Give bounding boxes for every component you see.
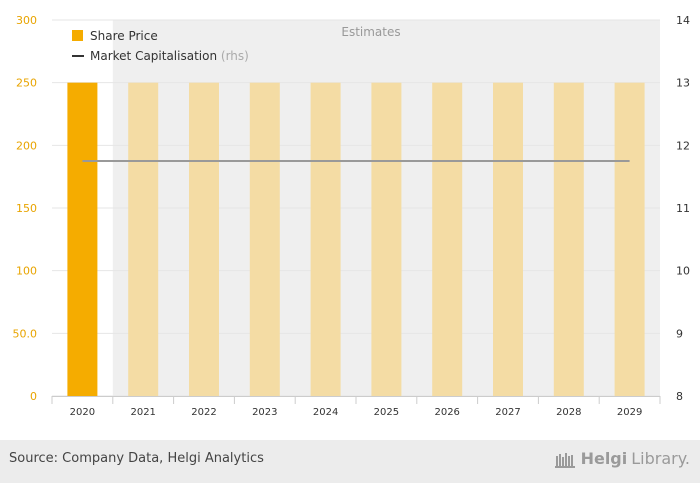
right-tick-label: 12 [676,139,690,152]
x-tick-label: 2024 [313,407,338,418]
bar-share-price[interactable] [432,82,463,397]
legend-rhs-note: (rhs) [221,49,249,63]
x-tick-label: 2026 [434,407,459,418]
left-tick-label: 250 [16,77,37,90]
legend-label-share-price[interactable]: Share Price [90,29,158,43]
bar-share-price[interactable] [371,82,402,397]
left-tick-label: 0 [30,390,37,403]
left-tick-label: 300 [16,14,37,27]
x-tick-label: 2020 [70,407,95,418]
bar-share-price[interactable] [67,82,98,397]
brand-logo[interactable]: Helgi Library. [554,449,690,468]
brand-sub: Library. [631,449,690,468]
right-tick-label: 8 [676,390,683,403]
source-note: Source: Company Data, Helgi Analytics [9,451,264,466]
x-tick-label: 2022 [191,407,216,418]
legend-swatch-share-price [72,30,83,41]
x-tick-label: 2021 [130,407,155,418]
right-tick-label: 9 [676,327,683,340]
bar-share-price[interactable] [128,82,159,397]
legend-label-market-cap[interactable]: Market Capitalisation (rhs) [90,49,249,63]
left-tick-label: 200 [16,139,37,152]
right-tick-label: 13 [676,77,690,90]
right-tick-label: 10 [676,265,690,278]
left-tick-label: 100 [16,265,37,278]
x-tick-label: 2025 [374,407,399,418]
x-tick-label: 2027 [495,407,520,418]
footer: Source: Company Data, Helgi Analytics He… [0,440,700,483]
bar-share-price[interactable] [614,82,645,397]
library-icon [554,452,575,468]
left-tick-label: 150 [16,202,37,215]
left-tick-label: 50.0 [13,327,38,340]
bar-share-price[interactable] [553,82,584,397]
bar-share-price[interactable] [310,82,341,397]
bar-share-price[interactable] [189,82,219,397]
x-tick-label: 2023 [252,407,277,418]
right-tick-label: 11 [676,202,690,215]
bar-share-price[interactable] [493,82,523,397]
x-tick-label: 2028 [556,407,581,418]
combo-chart: 0 50.0 100 150 200 250 300 8 9 10 11 12 13 14 Estimate… [13,14,691,418]
estimates-label: Estimates [341,25,400,39]
brand-main: Helgi [580,449,628,468]
right-tick-label: 14 [676,14,690,27]
bar-share-price[interactable] [249,82,280,397]
x-tick-label: 2029 [617,407,642,418]
